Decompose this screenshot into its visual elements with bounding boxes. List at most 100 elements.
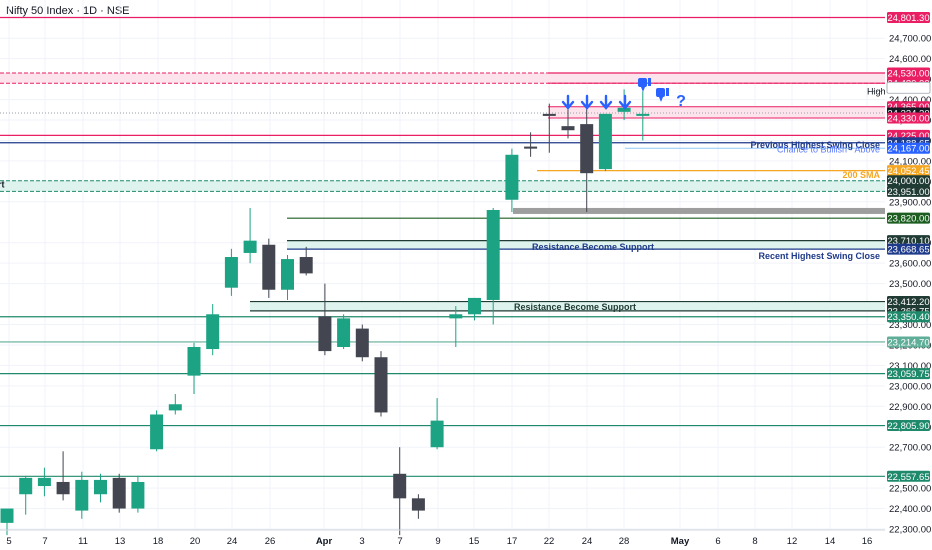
candle[interactable]	[112, 473, 126, 513]
price-label-bg	[887, 243, 930, 255]
candle-body	[281, 259, 294, 290]
candle[interactable]	[468, 297, 481, 321]
price-label-text: 23,059.75	[887, 369, 929, 380]
candle[interactable]	[486, 207, 500, 325]
candle-body	[131, 481, 145, 509]
y-tick-label: 22,400.00	[889, 504, 931, 515]
resistance-zone	[548, 106, 885, 118]
candle[interactable]	[0, 508, 14, 536]
candle[interactable]	[355, 324, 369, 362]
price-label: 23,350.40	[887, 311, 930, 323]
candle-body	[598, 113, 612, 170]
y-tick-label: 23,000.00	[889, 381, 931, 392]
candle[interactable]	[598, 113, 612, 172]
price-label-bg	[887, 67, 930, 79]
candle[interactable]	[94, 473, 107, 503]
candle-body	[374, 357, 388, 413]
price-label: 22,805.90	[887, 420, 930, 432]
candle[interactable]	[411, 494, 425, 519]
candle[interactable]	[337, 314, 351, 350]
price-label-bg	[887, 336, 930, 348]
candle-body	[337, 318, 351, 348]
candle[interactable]	[56, 451, 70, 501]
x-tick-label: 28	[619, 536, 630, 547]
thumbs-down-cuff	[666, 88, 669, 96]
y-tick-label: 23,900.00	[889, 197, 931, 208]
x-tick-label: 15	[469, 536, 480, 547]
thumbs-down-palm	[656, 88, 665, 97]
x-tick-label: 6	[715, 536, 720, 547]
price-label: 23,668.65	[887, 243, 930, 256]
down-arrow-icon	[599, 94, 613, 110]
candle-body	[19, 477, 33, 495]
gray-level-bar	[513, 207, 885, 214]
x-tick-label: 24	[227, 536, 238, 547]
candle[interactable]	[636, 91, 650, 141]
candle[interactable]	[150, 410, 164, 452]
x-tick-label: 11	[78, 536, 88, 547]
price-label: 24,167.00	[887, 142, 930, 155]
candle-body	[243, 240, 257, 253]
support-zone	[287, 240, 885, 250]
candle[interactable]	[37, 467, 51, 497]
x-tick-label: 24	[582, 536, 593, 547]
candle[interactable]	[561, 107, 575, 139]
candle[interactable]	[187, 342, 201, 395]
x-tick-label: 7	[42, 536, 47, 547]
supply-zone	[0, 72, 885, 84]
price-label-text: 23,214.70	[887, 337, 929, 348]
candle[interactable]	[131, 475, 145, 513]
candle-body	[486, 209, 500, 300]
price-label-text: 24,052.45	[887, 166, 929, 177]
price-label-text: 23,951.00	[887, 187, 929, 198]
candle[interactable]	[449, 306, 463, 348]
price-label: 24,457.65	[886, 81, 931, 94]
candle[interactable]	[542, 103, 556, 153]
candle[interactable]	[224, 248, 238, 296]
y-tick-label: 22,900.00	[889, 402, 931, 413]
price-label: 24,052.45	[887, 165, 930, 177]
candle[interactable]	[206, 304, 220, 356]
candle-body	[150, 414, 164, 450]
candle[interactable]	[262, 238, 276, 298]
candle[interactable]	[524, 132, 538, 157]
candle[interactable]	[318, 283, 332, 356]
price-label: 23,710.10	[887, 235, 930, 247]
price-label-text: 23,668.65	[887, 245, 929, 256]
x-tick-label: 5	[6, 536, 11, 547]
price-label: 24,330.00	[887, 112, 930, 124]
candle-body	[505, 154, 519, 200]
candle[interactable]	[168, 394, 182, 415]
candle[interactable]	[281, 254, 294, 300]
x-tick-label: 16	[862, 536, 873, 547]
candle[interactable]	[19, 475, 33, 515]
y-tick-label: 22,700.00	[889, 443, 931, 454]
candle[interactable]	[374, 351, 388, 417]
candle[interactable]	[393, 447, 407, 536]
candle[interactable]	[505, 148, 519, 213]
candle-body	[393, 473, 407, 499]
x-tick-label: 7	[397, 536, 402, 547]
down-arrow-icon	[618, 94, 632, 110]
candle[interactable]	[430, 398, 444, 450]
down-arrow-icon	[561, 94, 575, 110]
price-label: 23,412.20	[887, 296, 930, 308]
candle-body	[561, 126, 575, 131]
thumbs-down-palm	[638, 78, 647, 87]
price-label-bg	[887, 212, 930, 224]
thumbs-down-thumb	[659, 97, 663, 102]
support-zone	[0, 180, 885, 192]
candle[interactable]	[75, 471, 89, 519]
candle-body	[37, 477, 51, 487]
price-label-bg	[887, 165, 930, 177]
chart-annotation: Chance to Bullish - Above	[777, 145, 880, 155]
x-tick-label: 26	[265, 536, 276, 547]
candle[interactable]	[580, 105, 594, 213]
candle[interactable]	[299, 246, 313, 276]
candle-body	[168, 404, 182, 411]
y-tick-label: 22,500.00	[889, 484, 931, 495]
price-label: 23,951.00	[887, 185, 930, 198]
price-label: 24,000.00	[887, 175, 930, 187]
candle[interactable]	[243, 207, 257, 264]
